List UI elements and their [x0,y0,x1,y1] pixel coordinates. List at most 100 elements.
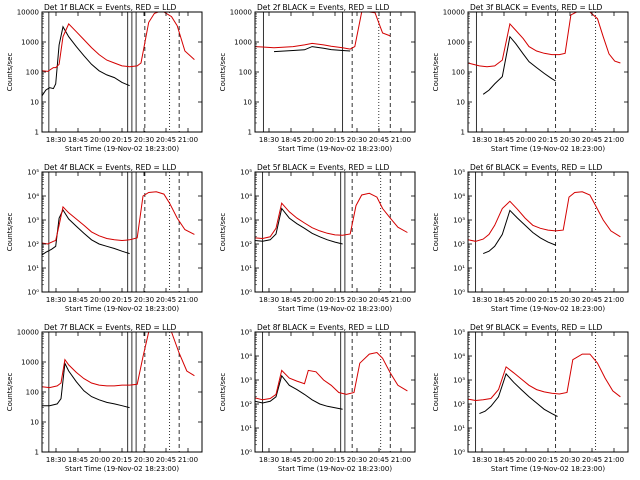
x-tick-label: 20:45 [156,456,176,464]
x-tick-label: 20:00 [516,136,536,144]
panel-title: Det 6f BLACK = Events, RED = LLD [470,163,603,172]
y-axis-label: Counts/sec [432,213,440,252]
y-tick-label: 10 [30,419,39,427]
x-tick-label: 21:00 [604,456,624,464]
panel-det-8: Det 8f BLACK = Events, RED = LLD 10⁰ 10¹ 10… [219,323,416,473]
x-tick-label: 18:45 [281,296,301,304]
x-axis-label: Start Time (19-Nov-02 18:23:00) [278,465,392,473]
y-axis-label: Counts/sec [219,213,227,252]
x-tick-label: 18:45 [68,296,88,304]
plot-frame [254,11,416,133]
x-tick-label: 18:30 [46,296,66,304]
y-tick-label: 10⁵ [27,169,39,177]
x-tick-label: 20:15 [112,136,132,144]
panel-det-7: Det 7f BLACK = Events, RED = LLD 1 10 100 10… [6,323,203,473]
y-tick-label: 10⁵ [453,169,465,177]
x-tick-label: 18:45 [494,296,514,304]
x-tick-label: 20:15 [538,296,558,304]
x-tick-label: 21:00 [391,136,411,144]
series-lld-line [254,11,391,50]
plot-frame [254,331,416,453]
series-lld-line [254,351,408,401]
x-axis-label: Start Time (19-Nov-02 18:23:00) [65,305,179,313]
x-tick-label: 20:15 [538,456,558,464]
y-tick-label: 10⁴ [240,193,252,201]
y-tick-label: 10⁵ [453,329,465,337]
x-tick-label: 20:30 [347,136,367,144]
y-tick-label: 10² [27,241,39,249]
x-tick-label: 18:45 [281,136,301,144]
x-tick-label: 20:15 [325,296,345,304]
series-lld-line [254,192,408,240]
plot-frame [41,171,203,293]
y-tick-label: 10³ [453,217,465,225]
x-axis-label: Start Time (19-Nov-02 18:23:00) [491,305,605,313]
y-tick-label: 1000 [447,39,465,47]
x-tick-label: 20:30 [134,296,154,304]
y-tick-label: 10³ [453,377,465,385]
series-lld-line [467,11,621,68]
x-tick-label: 18:30 [472,136,492,144]
y-axis-label: Counts/sec [6,213,14,252]
x-tick-label: 18:30 [259,456,279,464]
series-lld-line [467,191,621,242]
series-events-line [254,207,343,245]
series-lld-line [41,191,195,245]
y-tick-label: 1000 [234,39,252,47]
panel-det-2: Det 2f BLACK = Events, RED = LLD 1 10 100 10… [219,3,416,153]
y-tick-label: 100 [26,69,39,77]
y-tick-label: 10000 [443,9,465,17]
x-tick-label: 20:45 [369,456,389,464]
y-tick-label: 10¹ [453,425,465,433]
x-tick-label: 20:15 [112,456,132,464]
y-axis-label: Counts/sec [219,373,227,412]
y-tick-label: 1000 [21,39,39,47]
x-tick-label: 18:30 [259,136,279,144]
x-axis-label: Start Time (19-Nov-02 18:23:00) [65,465,179,473]
panel-det-5: Det 5f BLACK = Events, RED = LLD 10⁰ 10¹ 10… [219,163,416,313]
x-tick-label: 20:45 [369,136,389,144]
x-tick-label: 20:00 [303,456,323,464]
x-tick-label: 20:45 [156,296,176,304]
x-tick-label: 21:00 [391,296,411,304]
x-tick-label: 20:45 [582,456,602,464]
x-tick-label: 20:45 [156,136,176,144]
panel-det-6: Det 6f BLACK = Events, RED = LLD 10⁰ 10¹ 10… [432,163,629,313]
x-tick-label: 21:00 [604,136,624,144]
y-tick-label: 10⁴ [27,193,39,201]
series-lld-line [467,353,621,402]
y-tick-label: 10² [453,241,465,249]
x-tick-label: 20:15 [325,456,345,464]
series-events-line [482,35,556,95]
x-tick-label: 21:00 [178,296,198,304]
x-tick-label: 20:30 [560,456,580,464]
x-tick-label: 21:00 [391,456,411,464]
y-tick-label: 1 [35,449,39,457]
y-axis-label: Counts/sec [432,53,440,92]
x-tick-label: 18:30 [46,136,66,144]
x-tick-label: 20:30 [560,136,580,144]
y-tick-label: 10⁰ [453,449,465,457]
panel-title: Det 9f BLACK = Events, RED = LLD [470,323,603,332]
y-tick-label: 100 [26,389,39,397]
x-tick-label: 18:45 [281,456,301,464]
y-axis-label: Counts/sec [219,53,227,92]
panel-title: Det 7f BLACK = Events, RED = LLD [44,323,177,332]
y-axis-label: Counts/sec [432,373,440,412]
x-tick-label: 20:45 [582,136,602,144]
plot-frame [467,171,629,293]
y-tick-label: 10³ [240,217,252,225]
y-tick-label: 100 [452,69,465,77]
y-tick-label: 10³ [240,377,252,385]
panel-det-1: Det 1f BLACK = Events, RED = LLD 1 10 100 10… [6,3,203,153]
x-tick-label: 20:00 [90,136,110,144]
x-axis-label: Start Time (19-Nov-02 18:23:00) [278,145,392,153]
series-lld-line [41,11,195,72]
panel-title: Det 2f BLACK = Events, RED = LLD [257,3,390,12]
y-tick-label: 10² [240,401,252,409]
x-axis-label: Start Time (19-Nov-02 18:23:00) [491,145,605,153]
x-tick-label: 18:30 [472,296,492,304]
series-events-line [254,374,343,410]
y-tick-label: 10000 [230,9,252,17]
